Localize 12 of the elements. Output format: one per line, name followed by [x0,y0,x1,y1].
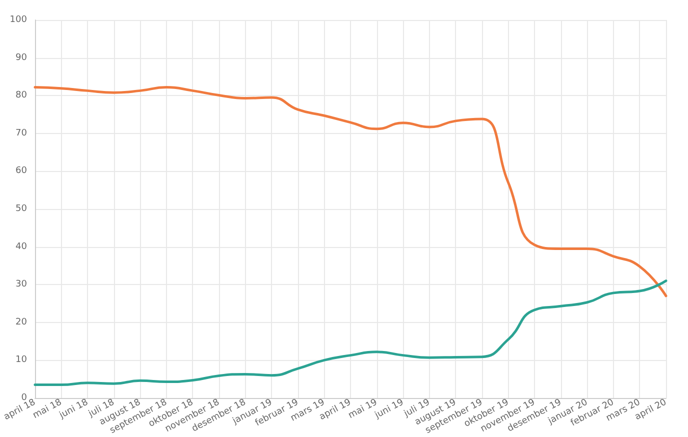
y-tick-label: 80 [16,90,28,101]
y-tick-label: 20 [16,317,28,328]
y-tick-label: 60 [16,166,28,176]
y-tick-label: 40 [16,242,28,252]
y-tick-label: 100 [10,15,28,25]
line-series [34,280,668,386]
y-tick-label: 30 [16,280,28,290]
y-tick-label: 50 [16,204,28,214]
y-tick-label: 90 [16,52,28,63]
line-series [34,86,668,298]
y-tick-label: 10 [16,355,28,366]
y-tick-label: 70 [16,128,28,138]
